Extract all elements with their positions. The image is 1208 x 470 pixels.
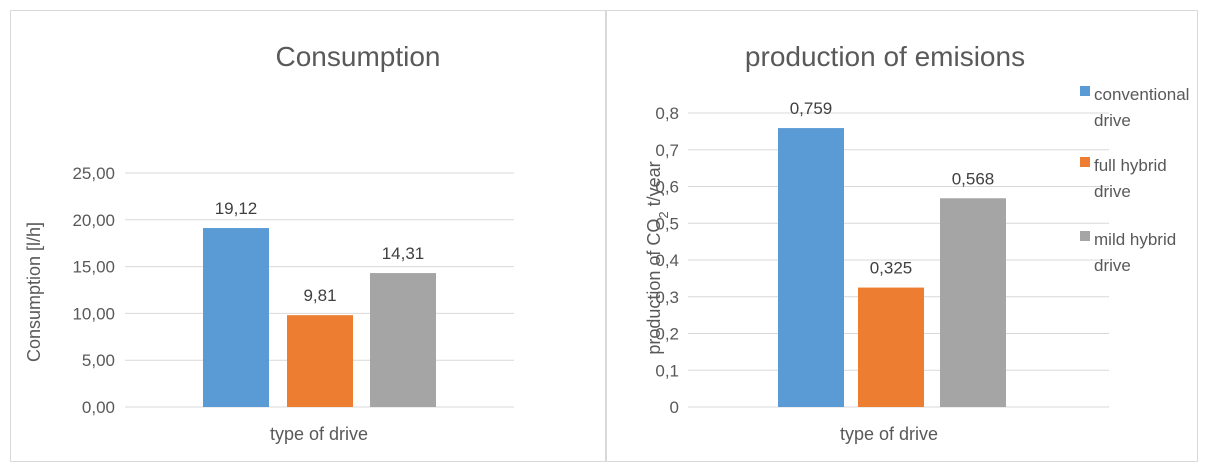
emissions-data-label: 0,759	[790, 99, 833, 118]
emissions-y-axis-label-prefix: production of CO	[644, 219, 664, 355]
consumption-data-label: 19,12	[215, 199, 258, 218]
consumption-x-axis-category: type of drive	[270, 424, 368, 444]
consumption-data-label: 14,31	[382, 244, 425, 263]
emissions-y-tick-label: 0,3	[655, 288, 679, 307]
consumption-bar-mild-hybrid-drive	[370, 273, 436, 407]
emissions-y-tick-label: 0,5	[655, 214, 679, 233]
consumption-y-axis-label: Consumption [l/h]	[24, 222, 44, 362]
emissions-y-tick-label: 0,6	[655, 178, 679, 197]
legend-label-conventional-drive: drive	[1094, 111, 1131, 130]
consumption-y-tick-label: 0,00	[82, 398, 115, 417]
emissions-y-axis-label-subscript: 2	[656, 211, 671, 218]
legend-label-full-hybrid-drive: drive	[1094, 182, 1131, 201]
legend-label-mild-hybrid-drive: mild hybrid	[1094, 230, 1176, 249]
emissions-y-tick-label: 0,1	[655, 361, 679, 380]
legend-swatch-conventional-drive	[1080, 86, 1090, 96]
emissions-y-tick-label: 0,8	[655, 104, 679, 123]
emissions-y-tick-label: 0,2	[655, 325, 679, 344]
emissions-y-axis-label-suffix: t/year	[644, 161, 664, 211]
emissions-bar-full-hybrid-drive	[858, 287, 924, 407]
consumption-y-tick-label: 20,00	[72, 211, 115, 230]
emissions-y-tick-label: 0,4	[655, 251, 679, 270]
consumption-y-tick-label: 15,00	[72, 258, 115, 277]
emissions-chart-title: production of emisions	[745, 41, 1025, 72]
emissions-y-tick-label: 0	[670, 398, 679, 417]
consumption-y-tick-label: 5,00	[82, 351, 115, 370]
emissions-bar-mild-hybrid-drive	[940, 198, 1006, 407]
emissions-x-axis-category: type of drive	[840, 424, 938, 444]
emissions-y-tick-label: 0,7	[655, 141, 679, 160]
legend-label-conventional-drive: conventional	[1094, 85, 1189, 104]
consumption-chart-title: Consumption	[276, 41, 441, 72]
consumption-y-tick-label: 25,00	[72, 164, 115, 183]
consumption-bar-full-hybrid-drive	[287, 315, 353, 407]
consumption-y-tick-label: 10,00	[72, 304, 115, 323]
consumption-data-label: 9,81	[303, 286, 336, 305]
legend-swatch-mild-hybrid-drive	[1080, 231, 1090, 241]
emissions-bar-conventional-drive	[778, 128, 844, 407]
legend-swatch-full-hybrid-drive	[1080, 157, 1090, 167]
emissions-data-label: 0,325	[870, 259, 913, 278]
legend-label-full-hybrid-drive: full hybrid	[1094, 156, 1167, 175]
emissions-data-label: 0,568	[952, 169, 995, 188]
emissions-y-axis-label: production of CO2 t/year	[644, 161, 671, 354]
consumption-bar-conventional-drive	[203, 228, 269, 407]
legend-label-mild-hybrid-drive: drive	[1094, 256, 1131, 275]
